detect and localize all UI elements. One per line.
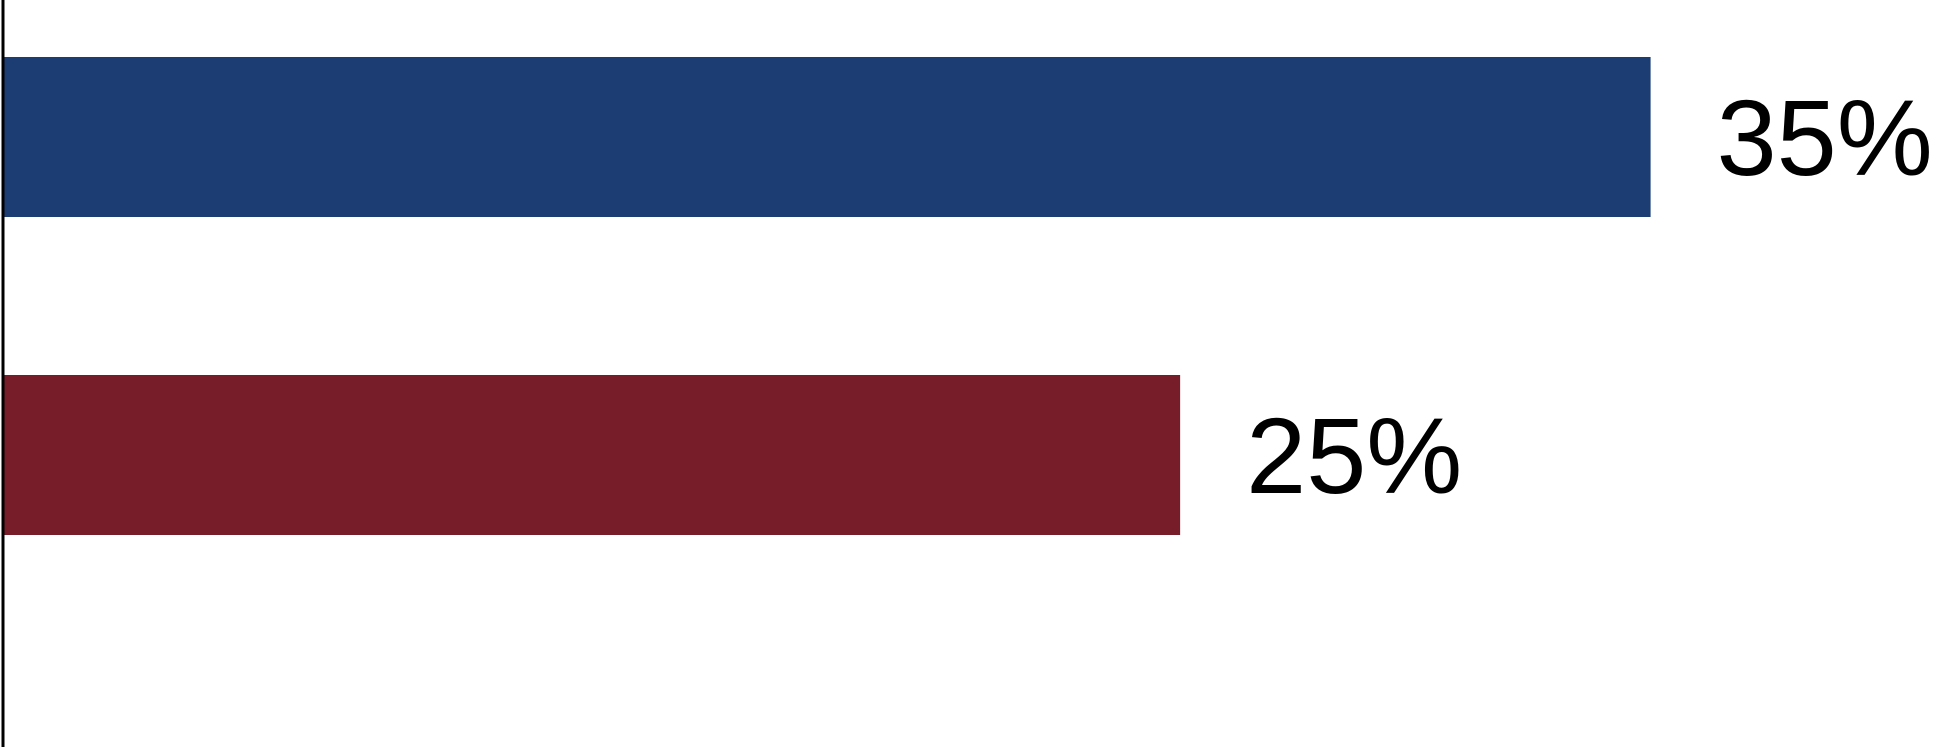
- value-label-1: 35%: [1717, 77, 1933, 198]
- bars-group: [4, 57, 1651, 535]
- value-labels-group: 35% 25%: [1246, 77, 1933, 516]
- bar-2: [4, 375, 1181, 535]
- bar-1: [4, 57, 1651, 217]
- value-label-2: 25%: [1246, 395, 1462, 516]
